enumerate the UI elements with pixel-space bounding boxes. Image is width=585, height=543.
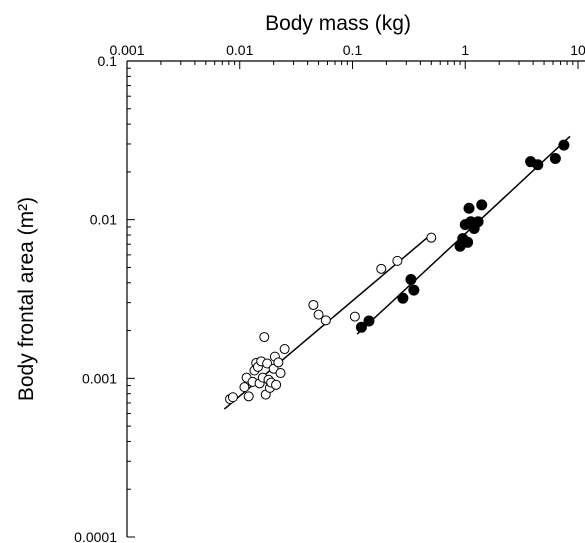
y-tick-label: 0.001 [82,370,117,386]
y-tick-label: 0.01 [90,212,117,228]
filled-data-point [355,321,367,333]
x-tick-label: 1 [461,42,469,58]
open-data-point [275,368,286,379]
open-data-point [308,299,319,310]
open-data-point [259,332,270,343]
data-points [225,139,570,405]
open-data-point [313,309,324,320]
open-data-point [376,263,387,274]
open-data-point [239,382,250,393]
open-data-point [227,392,238,403]
filled-data-point [405,273,417,285]
x-tick-label: 0.001 [109,42,144,58]
open-data-point [271,379,282,390]
y-axis-title: Body frontal area (m²) [15,197,38,401]
filled-data-point [408,284,420,296]
open-data-point [349,311,360,322]
x-tick-label: 0.01 [226,42,253,58]
y-axis-tick-labels: 0.1 0.01 0.001 0.0001 [74,53,117,543]
x-axis-tick-labels: 0.001 0.01 0.1 1 10 [109,42,585,58]
y-tick-label: 0.1 [98,53,118,69]
filled-data-point [558,139,570,151]
open-data-point [392,255,403,266]
y-axis-ticks [127,60,135,538]
filled-data-point [463,202,475,214]
filled-data-point [462,236,474,248]
filled-data-point [549,152,561,164]
open-data-point [279,344,290,355]
x-tick-label: 10 [570,42,585,58]
open-data-point [320,315,331,326]
open-data-point [262,358,273,369]
open-data-point [273,357,284,368]
y-tick-label: 0.0001 [74,529,117,543]
filled-data-point [532,159,544,171]
filled-data-point [476,199,488,211]
x-axis-title: Body mass (kg) [265,12,411,35]
open-data-point [243,391,254,402]
filled-data-point [472,216,484,228]
x-axis-ticks [126,61,579,69]
filled-data-point [397,292,409,304]
open-data-point [426,232,437,243]
filled-data-point [363,315,375,327]
x-tick-label: 0.1 [343,42,363,58]
plot-area: 0.001 0.01 0.1 1 10 0.1 0.01 0.001 0.0001 [74,42,585,543]
